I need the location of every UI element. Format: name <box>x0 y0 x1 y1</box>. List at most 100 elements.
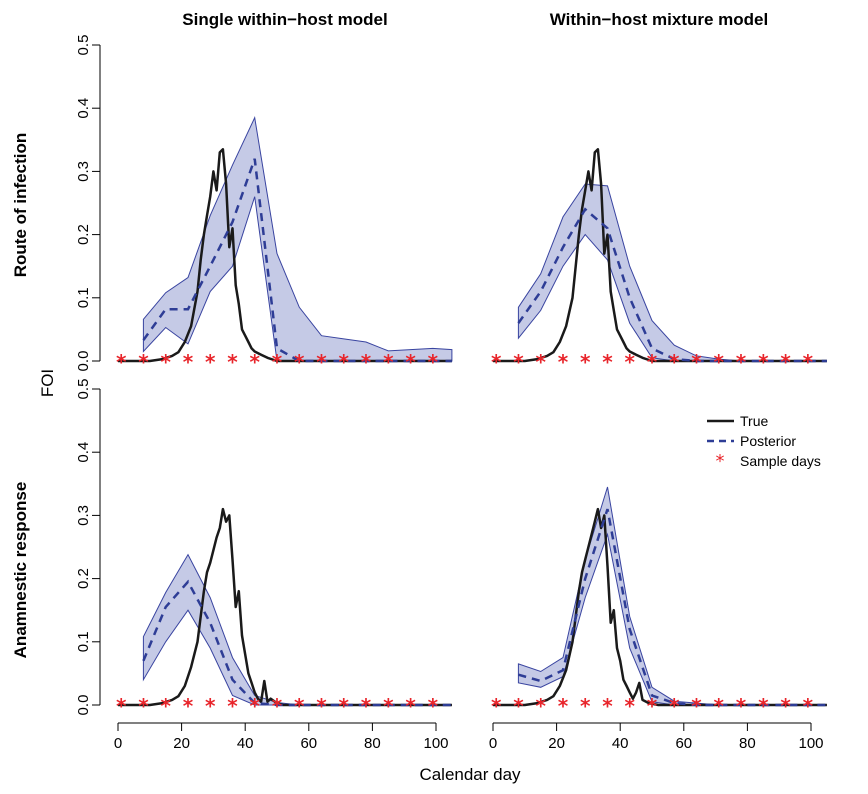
x-tick-label: 100 <box>798 735 823 752</box>
sample-day-marker: * <box>758 694 769 718</box>
sample-day-marker: * <box>714 350 725 374</box>
sample-day-marker: * <box>272 350 283 374</box>
sample-day-marker: * <box>383 694 394 718</box>
sample-day-marker: * <box>736 350 747 374</box>
row-label-1: Anamnestic response <box>11 482 30 659</box>
sample-day-marker: * <box>405 694 416 718</box>
sample-day-marker: * <box>558 350 569 374</box>
x-tick-label: 40 <box>237 735 254 752</box>
sample-day-marker: * <box>691 694 702 718</box>
sample-day-marker: * <box>294 694 305 718</box>
legend-sample-label: Sample days <box>740 453 821 469</box>
sample-day-marker: * <box>227 694 238 718</box>
column-title-0: Single within−host model <box>182 10 387 29</box>
sample-day-marker: * <box>780 694 791 718</box>
x-tick-label: 100 <box>423 735 448 752</box>
x-tick-label: 0 <box>489 735 497 752</box>
sample-day-marker: * <box>758 350 769 374</box>
sample-day-marker: * <box>205 350 216 374</box>
sample-day-marker: * <box>205 694 216 718</box>
panel-0-0: * * * * * * * * * * * * * * * 0.0 0.1 0.2 0.3 0.4 0.5 <box>75 35 453 374</box>
legend-sample-marker: * <box>716 451 725 472</box>
credible-band <box>142 553 452 706</box>
x-tick-label: 40 <box>612 735 629 752</box>
y-tick-label: 0.2 <box>75 568 92 589</box>
sample-day-marker: * <box>361 350 372 374</box>
sample-day-marker: * <box>294 350 305 374</box>
y-tick-label: 0.3 <box>75 161 92 182</box>
posterior-line <box>518 508 827 707</box>
y-axis-label: FOI <box>38 369 57 397</box>
sample-day-marker: * <box>116 350 127 374</box>
y-tick-label: 0.1 <box>75 631 92 652</box>
sample-day-marker: * <box>138 694 149 718</box>
sample-day-marker: * <box>714 694 725 718</box>
sample-day-marker: * <box>647 350 658 374</box>
sample-day-marker: * <box>116 694 127 718</box>
sample-day-marker: * <box>691 350 702 374</box>
y-tick-label: 0.0 <box>75 695 92 716</box>
sample-day-marker: * <box>736 694 747 718</box>
sample-day-marker: * <box>803 350 814 374</box>
y-tick-label: 0.1 <box>75 287 92 308</box>
sample-day-marker: * <box>580 694 591 718</box>
true-line <box>118 507 452 707</box>
sample-day-marker: * <box>250 350 261 374</box>
y-tick-label: 0.4 <box>75 442 92 463</box>
column-title-1: Within−host mixture model <box>550 10 769 29</box>
legend-posterior-label: Posterior <box>740 433 796 449</box>
sample-day-marker: * <box>361 694 372 718</box>
sample-day-marker: * <box>602 350 613 374</box>
x-tick-label: 60 <box>300 735 317 752</box>
sample-day-marker: * <box>405 350 416 374</box>
y-tick-label: 0.4 <box>75 98 92 119</box>
sample-day-marker: * <box>625 350 636 374</box>
panel-1-0: * * * * * * * * * * * * * * * 0.0 0.1 0.2 0.3 0.4 0.5 0 20 40 60… <box>75 379 452 752</box>
true-line <box>118 148 452 363</box>
sample-day-marker: * <box>428 694 439 718</box>
y-tick-label: 0.3 <box>75 505 92 526</box>
sample-day-marker: * <box>316 350 327 374</box>
sample-day-marker: * <box>339 694 350 718</box>
legend-true-label: True <box>740 413 768 429</box>
sample-day-marker: * <box>535 350 546 374</box>
x-axis-label: Calendar day <box>419 765 521 784</box>
sample-day-marker: * <box>669 350 680 374</box>
sample-day-marker: * <box>183 350 194 374</box>
sample-day-marker: * <box>428 350 439 374</box>
sample-day-marker: * <box>491 694 502 718</box>
sample-day-marker: * <box>625 694 636 718</box>
legend: True Posterior * Sample days <box>707 413 821 472</box>
x-tick-label: 80 <box>364 735 381 752</box>
x-tick-label: 20 <box>548 735 565 752</box>
y-tick-label: 0.2 <box>75 224 92 245</box>
sample-day-marker: * <box>316 694 327 718</box>
panel-1-1: * * * * * * * * * * * * * * * 0 20 40 60 80 100 <box>489 486 827 752</box>
sample-day-marker: * <box>383 350 394 374</box>
sample-day-marker: * <box>580 350 591 374</box>
sample-day-marker: * <box>669 694 680 718</box>
panels-group: * * * * * * * * * * * * * * * 0.0 0.1 0.2 0.3 0.4 0.5 * * * * * * *… <box>75 35 827 752</box>
sample-day-marker: * <box>803 694 814 718</box>
x-tick-label: 20 <box>173 735 190 752</box>
sample-day-marker: * <box>339 350 350 374</box>
sample-day-marker: * <box>160 350 171 374</box>
true-line <box>493 148 827 363</box>
sample-day-marker: * <box>491 350 502 374</box>
credible-band <box>142 116 453 362</box>
true-line <box>493 507 827 707</box>
sample-day-marker: * <box>780 350 791 374</box>
sample-day-marker: * <box>513 694 524 718</box>
row-label-0: Route of infection <box>11 133 30 277</box>
credible-band <box>517 183 827 362</box>
sample-day-marker: * <box>272 694 283 718</box>
x-tick-label: 0 <box>114 735 122 752</box>
sample-day-marker: * <box>138 350 149 374</box>
sample-day-marker: * <box>250 694 261 718</box>
y-tick-label: 0.0 <box>75 351 92 372</box>
sample-day-marker: * <box>160 694 171 718</box>
posterior-line <box>517 207 827 363</box>
panel-0-1: * * * * * * * * * * * * * * * <box>491 148 827 374</box>
x-tick-label: 60 <box>675 735 692 752</box>
y-tick-label: 0.5 <box>75 379 92 400</box>
